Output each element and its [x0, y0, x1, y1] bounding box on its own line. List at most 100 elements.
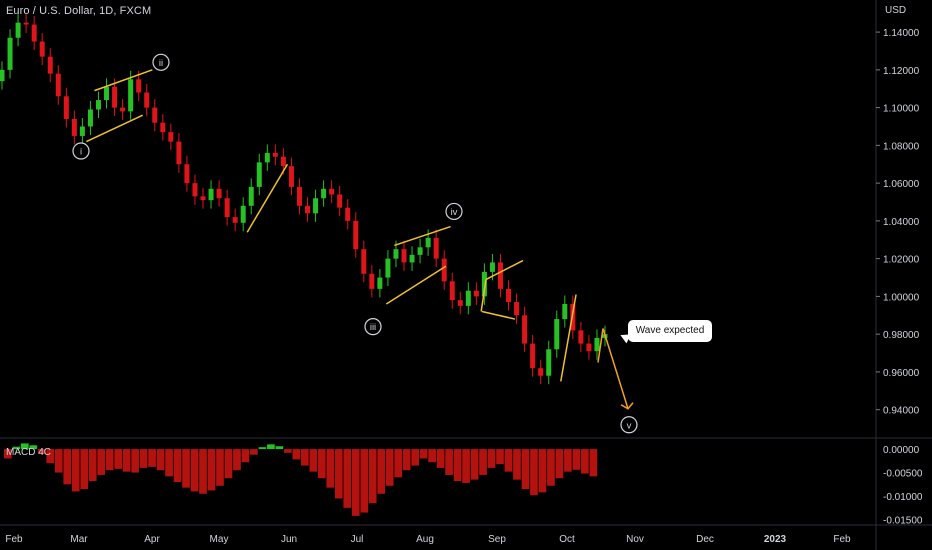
candle-body	[594, 337, 600, 352]
macd-tick-label: -0.00500	[883, 469, 923, 480]
macd-bar	[589, 449, 598, 477]
candle-body	[546, 349, 552, 376]
macd-bar	[487, 449, 496, 468]
candle-body	[192, 183, 198, 197]
macd-bar	[80, 449, 89, 490]
candle-body	[144, 92, 150, 108]
macd-bar	[394, 449, 403, 478]
x-tick-label: 2023	[764, 534, 787, 545]
candle-body	[361, 249, 367, 274]
candle-body	[497, 262, 503, 289]
wedge-upper-line	[394, 225, 451, 247]
candle-body	[473, 290, 479, 297]
x-tick-label: Oct	[559, 534, 575, 545]
candle-body	[377, 277, 383, 289]
macd-bar	[88, 449, 97, 482]
wave-label-circle	[445, 202, 463, 221]
candle-body	[369, 273, 375, 289]
macd-bar	[207, 449, 216, 491]
y-tick-label: 0.96000	[883, 368, 920, 379]
macd-bar	[29, 445, 38, 450]
candle-body	[248, 186, 254, 206]
macd-bar	[97, 449, 106, 475]
forecast-arrow-line	[597, 328, 604, 363]
y-tick-label: 1.06000	[883, 179, 920, 190]
y-tick-label: 1.08000	[883, 141, 920, 152]
candle-body	[240, 205, 246, 223]
macd-bar	[292, 449, 301, 460]
macd-bar	[182, 449, 190, 488]
candle-body	[449, 281, 455, 301]
candle-body	[160, 122, 166, 133]
currency-label: USD	[885, 5, 907, 16]
candle-body	[345, 207, 351, 221]
candle-body	[128, 79, 134, 112]
macd-bar	[301, 449, 309, 466]
candle-body	[0, 69, 5, 82]
wave-label-circle	[364, 318, 382, 336]
macd-bar	[360, 449, 369, 513]
macd-bar	[453, 449, 462, 482]
candle-body	[586, 343, 592, 352]
candle-body	[31, 24, 37, 42]
macd-bar	[504, 449, 513, 472]
macd-bar	[233, 449, 241, 471]
macd-bar	[12, 446, 21, 450]
x-tick-label: Feb	[5, 534, 23, 545]
candle-body	[393, 249, 399, 259]
candle-body	[55, 73, 61, 97]
macd-bar	[4, 449, 12, 459]
candle-body	[441, 258, 447, 282]
candle-body	[176, 141, 182, 165]
macd-bar	[284, 449, 292, 453]
macd-bar	[419, 449, 428, 459]
macd-bar	[54, 449, 63, 473]
macd-bar	[165, 449, 173, 477]
macd-bar	[267, 444, 275, 450]
candle-body	[554, 319, 560, 350]
candle-body	[288, 166, 294, 187]
macd-bar	[351, 449, 360, 516]
candle-body	[433, 237, 439, 259]
macd-bar	[530, 449, 538, 496]
candle-body	[313, 198, 319, 214]
macd-bar	[317, 449, 326, 479]
macd-bar	[547, 449, 555, 486]
macd-bar	[445, 449, 453, 475]
candle-body	[530, 343, 536, 369]
candle-body	[353, 220, 359, 250]
indicator-label: MACD 4C	[6, 447, 52, 458]
y-tick-label: 1.00000	[883, 292, 920, 303]
candle-body	[409, 254, 415, 263]
x-tick-label: Mar	[70, 534, 88, 545]
candle-body	[152, 107, 158, 123]
x-tick-label: May	[210, 534, 229, 545]
macd-bar	[368, 449, 377, 504]
candle-body	[272, 152, 278, 157]
macd-bar	[538, 449, 547, 493]
candle-body	[506, 288, 512, 303]
x-tick-label: Jun	[281, 534, 297, 545]
macd-tick-label: 0.00000	[883, 445, 920, 456]
forecast-arrow-head	[620, 402, 634, 410]
macd-tick-label: -0.01000	[883, 492, 923, 503]
candle-body	[120, 107, 126, 112]
macd-bar	[241, 449, 250, 463]
candle-body	[87, 109, 93, 127]
candle-body	[280, 156, 286, 167]
macd-bar	[105, 449, 114, 471]
macd-bar	[411, 449, 419, 466]
candle-body	[136, 79, 142, 93]
macd-bar	[139, 449, 148, 468]
macd-bar	[334, 449, 343, 499]
candle-body	[578, 330, 584, 344]
macd-bar	[114, 449, 122, 469]
candle-body	[216, 188, 222, 199]
macd-bar	[156, 449, 165, 471]
candle-body	[7, 37, 13, 70]
candle-body	[63, 96, 69, 119]
macd-bar	[309, 449, 318, 472]
candle-body	[522, 315, 528, 344]
candle-body	[337, 194, 343, 208]
